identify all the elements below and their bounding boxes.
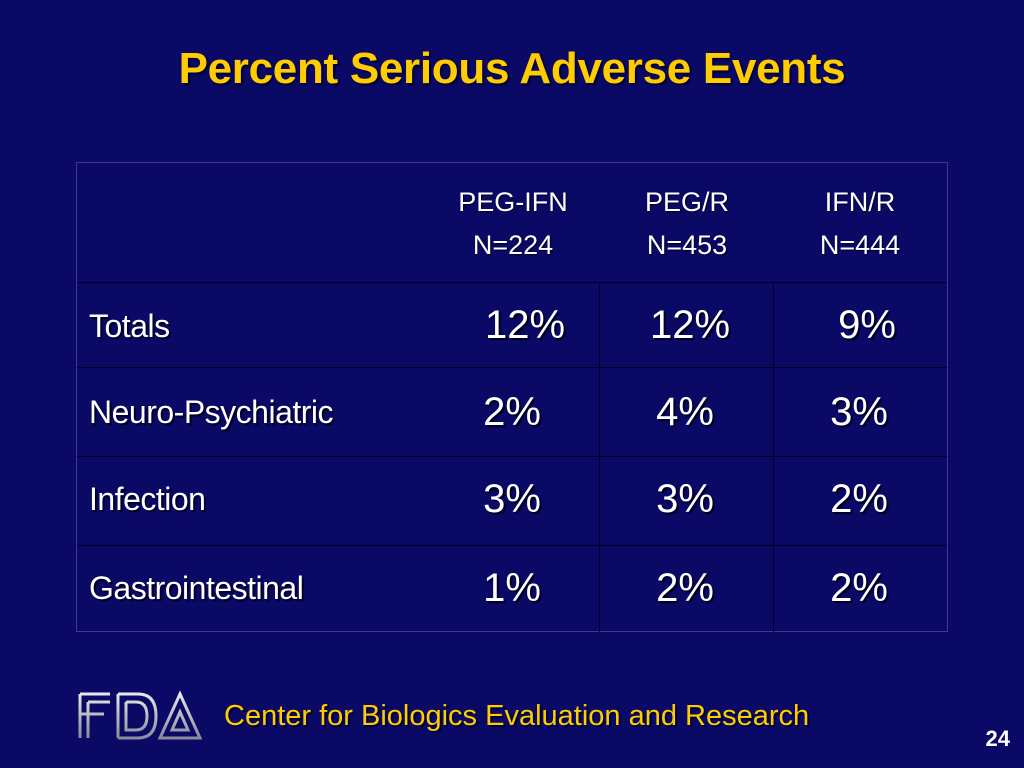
cell-value: 1% [483, 566, 541, 610]
row-label: Infection [89, 481, 206, 517]
column-divider [773, 282, 774, 632]
cell-value: 2% [483, 390, 541, 434]
cell-value: 9% [838, 303, 896, 347]
cell-value: 3% [830, 390, 888, 434]
adverse-events-table: PEG-IFN N=224 PEG/R N=453 IFN/R N=444 To… [76, 162, 948, 632]
table-row: Infection 3% 3% 2% [77, 457, 947, 546]
column-header-peg-ifn: PEG-IFN N=224 [438, 181, 588, 267]
table-header-row: PEG-IFN N=224 PEG/R N=453 IFN/R N=444 [77, 163, 947, 283]
column-divider [599, 282, 600, 632]
cell-value: 2% [656, 566, 714, 610]
cell-value: 2% [830, 477, 888, 521]
cell-value: 12% [649, 303, 731, 347]
column-header-peg-r: PEG/R N=453 [612, 181, 762, 267]
row-label: Totals [89, 308, 170, 344]
table-row: Gastrointestinal 1% 2% 2% [77, 546, 947, 632]
cell-value: 2% [830, 566, 888, 610]
column-name: PEG/R [644, 187, 730, 217]
column-n: N=444 [819, 230, 901, 260]
cell-value: 4% [656, 390, 714, 434]
cell-value: 3% [483, 477, 541, 521]
table-row: Totals 12% 12% 9% [77, 282, 947, 368]
cell-value: 12% [484, 303, 566, 347]
page-number: 24 [985, 726, 1010, 751]
column-name: IFN/R [824, 187, 896, 217]
column-name: PEG-IFN [458, 187, 568, 217]
footer-text: Center for Biologics Evaluation and Rese… [224, 700, 810, 732]
column-n: N=453 [646, 230, 728, 260]
table-row: Neuro-Psychiatric 2% 4% 3% [77, 368, 947, 457]
column-header-ifn-r: IFN/R N=444 [785, 181, 935, 267]
slide-title: Percent Serious Adverse Events [178, 44, 846, 93]
row-label: Neuro-Psychiatric [89, 394, 334, 430]
column-n: N=224 [472, 230, 554, 260]
fda-logo [76, 690, 203, 747]
row-label: Gastrointestinal [89, 570, 304, 606]
cell-value: 3% [656, 477, 714, 521]
